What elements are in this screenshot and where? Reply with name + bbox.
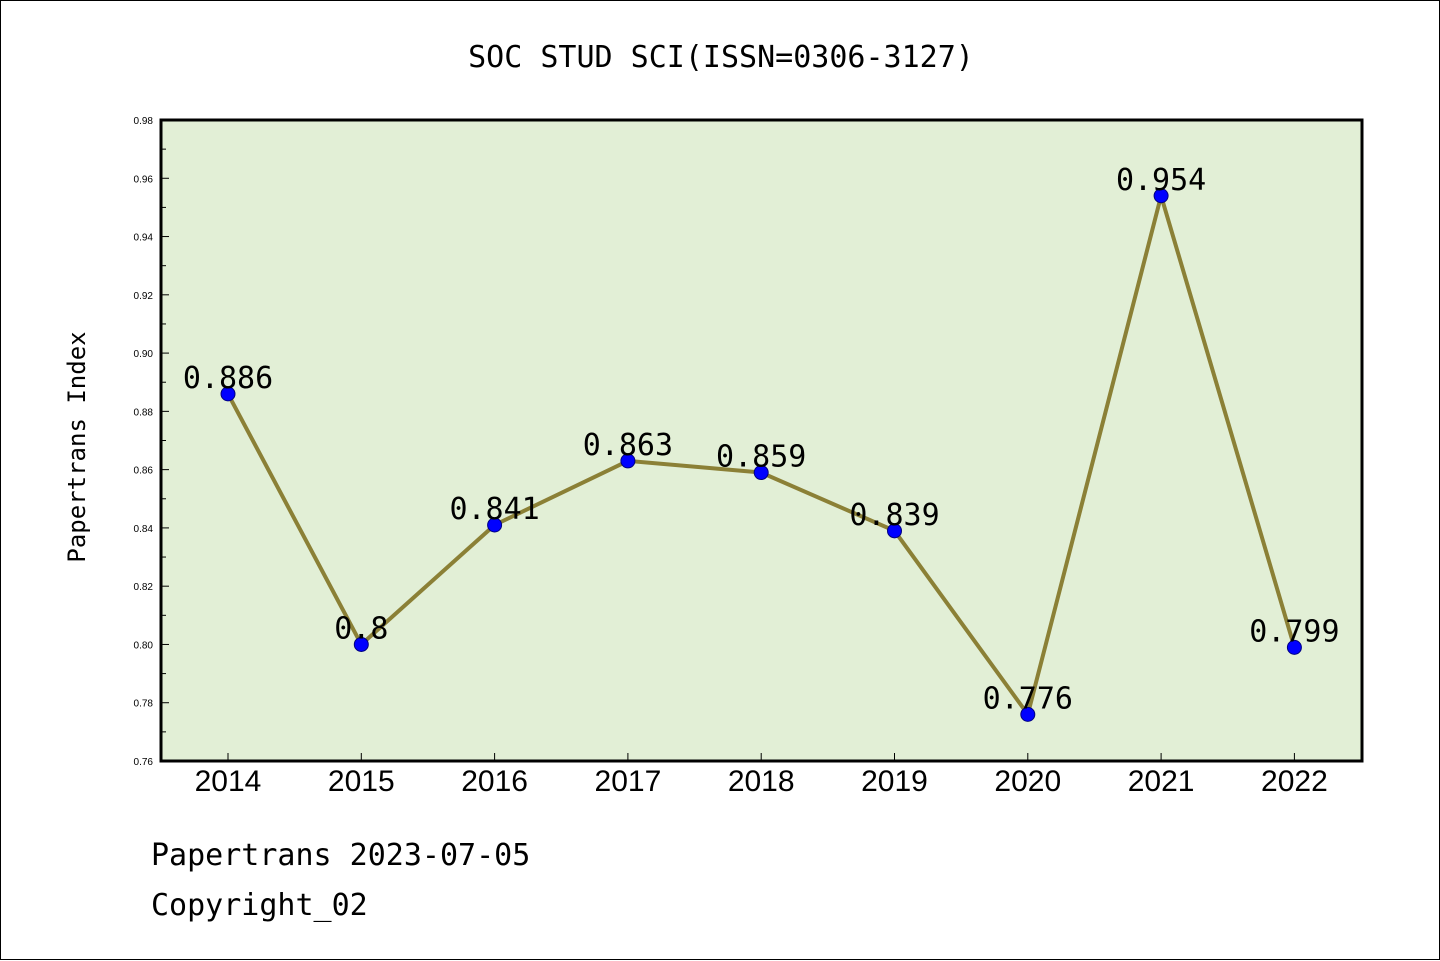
y-tick-label: 0.78 [134,699,154,710]
y-tick-label: 0.98 [134,116,154,127]
plot-border [159,118,1364,763]
y-tick-label: 0.88 [134,407,154,418]
plot-area [161,120,1362,761]
y-tick-label: 0.86 [134,466,154,477]
y-tick-label: 0.76 [134,757,154,768]
data-label: 0.839 [849,498,939,533]
data-label: 0.863 [583,428,673,463]
data-point [753,465,769,481]
data-point [220,386,236,402]
data-point [1020,706,1036,722]
y-tick-label: 0.96 [134,174,154,185]
data-point [1153,188,1169,204]
chart-title: SOC STUD SCI(ISSN=0306-3127) [468,40,974,75]
series-layer: 0.886 0.8 0.841 0.863 0.859 0.839 0.776 0.954 0.… [183,163,1340,722]
data-point [887,523,902,539]
x-tick-label: 2015 [328,765,395,798]
x-axis: 2014 2015 2016 2017 2018 2019 2020 2021 2022 [195,753,1328,798]
footer-date: Papertrans 2023-07-05 [151,838,530,873]
y-tick-label: 0.94 [134,233,154,244]
data-label: 0.8 [334,611,388,646]
data-label: 0.886 [183,361,273,396]
x-tick-label: 2017 [595,765,662,798]
x-tick-label: 2018 [728,765,795,798]
x-tick-label: 2021 [1128,765,1195,798]
y-tick-label: 0.80 [134,640,154,651]
y-tick-label: 0.90 [134,349,154,360]
data-label: 0.954 [1116,163,1206,198]
x-tick-label: 2020 [994,765,1061,798]
y-tick-label: 0.84 [134,524,154,535]
footer-copyright: Copyright_02 [151,888,368,923]
y-tick-label: 0.82 [134,582,154,593]
data-point [487,517,503,533]
x-tick-label: 2016 [461,765,528,798]
y-axis-label: Papertrans Index [63,331,91,562]
data-label: 0.799 [1249,614,1339,649]
data-label: 0.859 [716,440,806,475]
data-point [620,453,636,469]
x-tick-label: 2014 [195,765,262,798]
data-label: 0.841 [449,492,539,527]
data-point [1286,639,1302,655]
x-tick-label: 2019 [861,765,928,798]
data-point [353,636,369,652]
x-tick-label: 2022 [1261,765,1328,798]
y-tick-label: 0.92 [134,291,154,302]
data-label: 0.776 [983,681,1073,716]
